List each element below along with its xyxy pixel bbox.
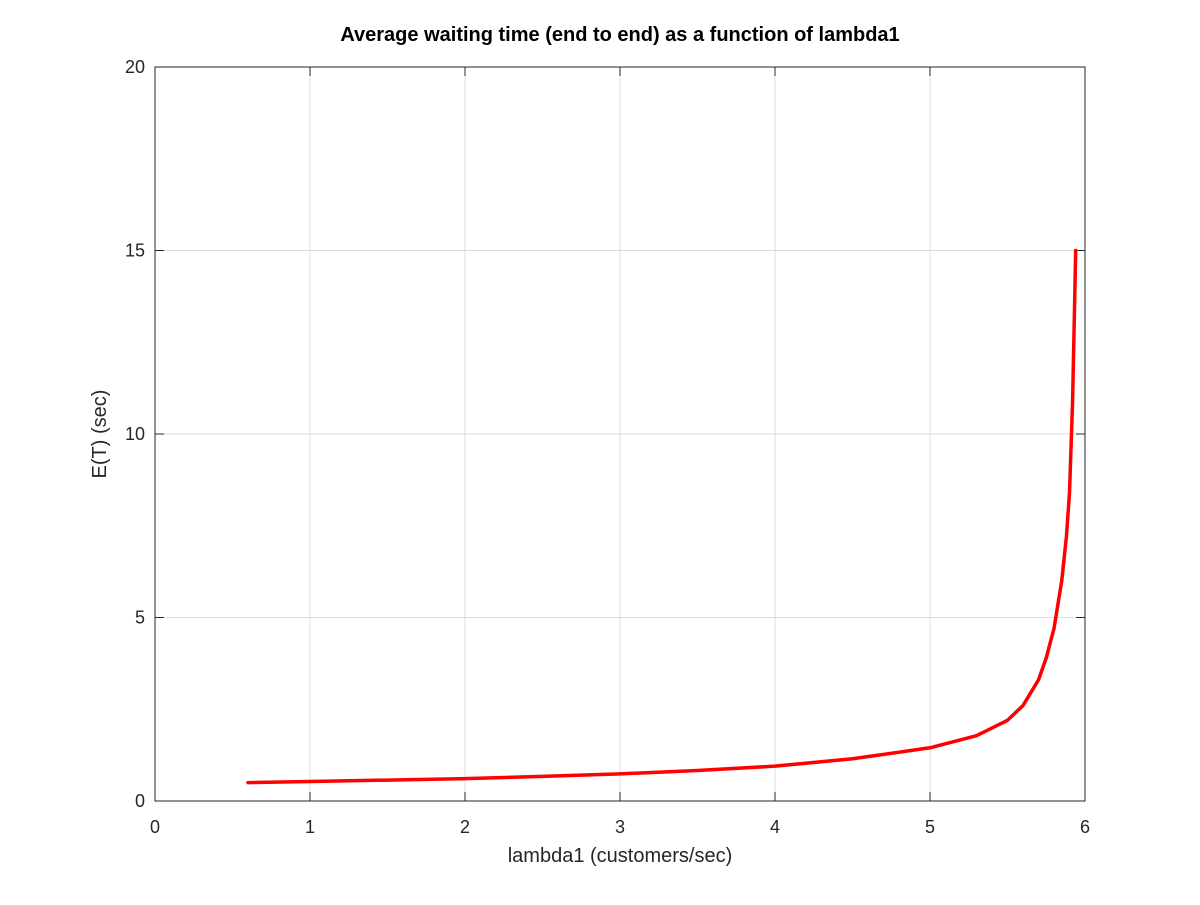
y-tick-label: 20 xyxy=(125,57,145,77)
y-tick-label: 5 xyxy=(135,608,145,628)
x-tick-label: 1 xyxy=(305,817,315,837)
grid-lines xyxy=(155,67,1085,801)
axis-ticks: 0 1 2 3 4 5 6 0 5 10 15 20 xyxy=(125,57,1090,837)
y-tick-label: 15 xyxy=(125,241,145,261)
x-tick-label: 0 xyxy=(150,817,160,837)
series-line xyxy=(246,248,1078,785)
data-series xyxy=(246,248,1078,785)
y-tick-label: 10 xyxy=(125,424,145,444)
x-tick-label: 6 xyxy=(1080,817,1090,837)
x-tick-label: 5 xyxy=(925,817,935,837)
x-tick-label: 4 xyxy=(770,817,780,837)
chart-title: Average waiting time (end to end) as a f… xyxy=(340,24,899,46)
x-axis-label: lambda1 (customers/sec) xyxy=(508,845,733,867)
x-tick-label: 2 xyxy=(460,817,470,837)
y-tick-label: 0 xyxy=(135,791,145,811)
y-axis-label: E(T) (sec) xyxy=(89,390,111,479)
x-tick-label: 3 xyxy=(615,817,625,837)
